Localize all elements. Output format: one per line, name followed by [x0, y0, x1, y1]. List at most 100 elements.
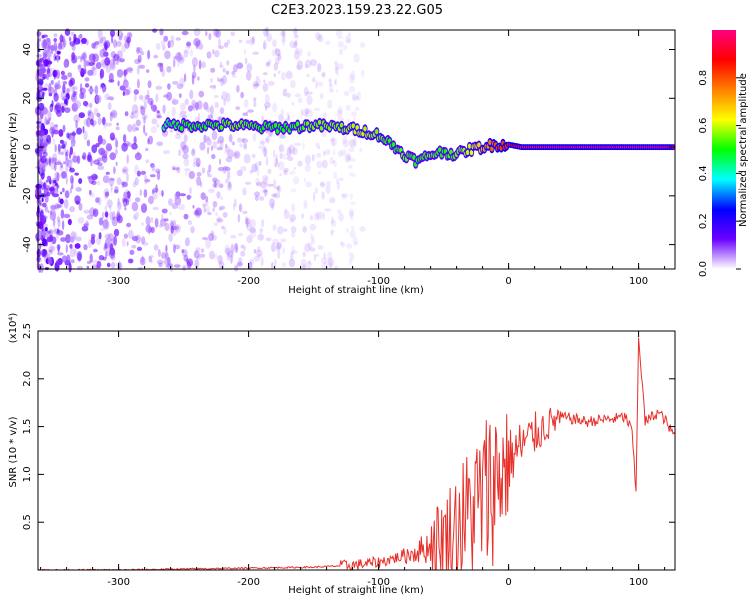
- snr-x-label: Height of straight line (km): [288, 585, 424, 596]
- noise-blob: [261, 145, 266, 152]
- noise-blob: [216, 76, 219, 82]
- noise-blob: [273, 258, 277, 267]
- noise-blob: [92, 208, 99, 217]
- noise-blob: [178, 57, 184, 61]
- noise-blob: [194, 259, 200, 269]
- x-tick-label: -100: [367, 577, 390, 588]
- noise-blob: [235, 246, 239, 254]
- noise-blob: [162, 104, 166, 114]
- noise-blob: [330, 219, 337, 228]
- noise-blob: [346, 243, 353, 249]
- noise-blob: [151, 164, 156, 172]
- noise-blob: [231, 70, 236, 76]
- noise-blob: [302, 225, 307, 233]
- noise-blob: [252, 80, 259, 90]
- noise-blob: [359, 226, 366, 232]
- noise-blob: [81, 93, 87, 100]
- noise-blob: [83, 130, 88, 141]
- noise-blob: [44, 42, 51, 53]
- noise-blob: [352, 236, 358, 246]
- noise-blob: [264, 188, 267, 198]
- noise-blob: [97, 165, 105, 170]
- noise-blob: [285, 70, 293, 80]
- noise-blob: [96, 260, 102, 269]
- noise-blob: [39, 202, 43, 207]
- noise-blob: [98, 232, 102, 240]
- noise-blob: [141, 255, 144, 264]
- noise-blob: [192, 103, 196, 112]
- noise-blob: [155, 93, 159, 103]
- noise-blob: [112, 55, 116, 65]
- noise-blob: [48, 156, 52, 167]
- noise-blob: [321, 191, 325, 200]
- noise-blob: [222, 166, 227, 174]
- noise-blob: [336, 177, 339, 185]
- noise-blob: [45, 73, 53, 78]
- noise-blob: [44, 194, 49, 203]
- noise-blob: [102, 175, 110, 184]
- noise-blob: [38, 200, 42, 206]
- spectrogram-signal-ridge: [161, 117, 676, 169]
- noise-blob: [131, 235, 139, 242]
- noise-blob: [228, 134, 233, 143]
- noise-blob: [200, 192, 206, 201]
- noise-blob: [293, 176, 300, 185]
- noise-blob: [57, 80, 61, 85]
- noise-blob: [155, 184, 158, 193]
- noise-blob: [148, 195, 154, 205]
- noise-blob: [225, 70, 230, 75]
- noise-blob: [133, 89, 139, 95]
- noise-blob: [48, 117, 52, 121]
- noise-blob: [165, 263, 173, 269]
- noise-blob: [239, 143, 243, 148]
- noise-blob: [183, 49, 190, 54]
- noise-blob: [195, 157, 201, 168]
- noise-blob: [338, 213, 344, 222]
- noise-blob: [39, 109, 44, 118]
- noise-blob: [179, 193, 186, 197]
- noise-blob: [259, 227, 264, 234]
- noise-blob: [318, 171, 321, 175]
- y-tick-label: 1.5: [22, 419, 33, 435]
- noise-blob: [294, 93, 301, 98]
- noise-blob: [347, 152, 352, 162]
- noise-blob: [328, 78, 332, 83]
- noise-blob: [52, 217, 56, 227]
- noise-blob: [70, 93, 77, 103]
- noise-blob: [195, 101, 199, 111]
- noise-blob: [154, 218, 159, 228]
- noise-blob: [283, 228, 288, 232]
- noise-blob: [161, 190, 164, 197]
- noise-blob: [159, 224, 163, 228]
- noise-blob: [161, 213, 164, 223]
- noise-blob: [157, 248, 161, 258]
- noise-blob: [88, 61, 95, 67]
- noise-blob: [242, 245, 247, 252]
- noise-blob: [81, 225, 89, 232]
- noise-blob: [141, 222, 144, 226]
- noise-blob: [81, 53, 87, 62]
- snr-y-ticks: 0.5 1.0 1.5 2.0 2.5: [22, 323, 675, 530]
- noise-blob: [351, 111, 358, 117]
- noise-blob: [219, 158, 222, 165]
- noise-blob: [348, 251, 352, 257]
- noise-blob: [122, 91, 125, 97]
- noise-blob: [144, 174, 148, 185]
- noise-blob: [109, 132, 115, 141]
- noise-blob: [140, 170, 146, 175]
- noise-blob: [106, 246, 111, 257]
- noise-blob: [271, 262, 274, 270]
- noise-blob: [86, 117, 91, 128]
- noise-blob: [342, 139, 349, 148]
- noise-blob: [116, 69, 124, 78]
- noise-blob: [224, 244, 230, 254]
- noise-blob: [273, 162, 281, 168]
- noise-blob: [334, 66, 338, 75]
- noise-blob: [43, 58, 49, 67]
- noise-blob: [294, 34, 299, 39]
- noise-blob: [314, 187, 318, 194]
- noise-blob: [225, 178, 229, 184]
- noise-blob: [184, 171, 188, 176]
- noise-blob: [140, 236, 146, 245]
- noise-blob: [41, 215, 48, 220]
